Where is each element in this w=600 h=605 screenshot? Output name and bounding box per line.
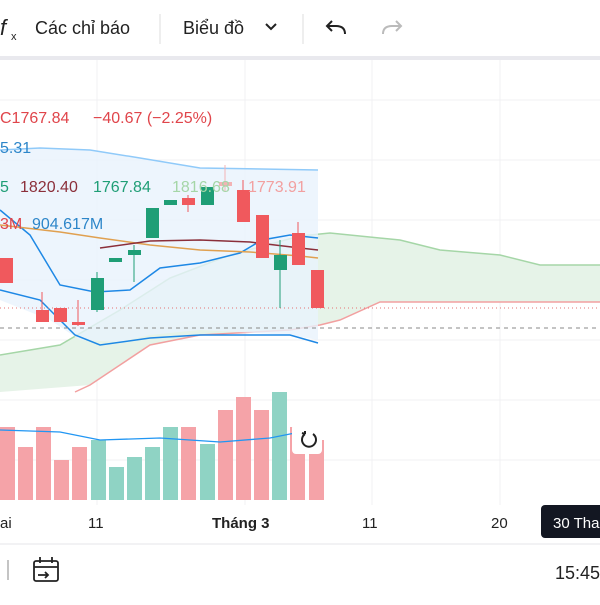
- x-label: Tháng 3: [212, 515, 270, 532]
- lower-band: [0, 289, 319, 346]
- indicators-button[interactable]: Các chỉ báo: [35, 18, 130, 38]
- fx-icon-sub: x: [11, 31, 17, 43]
- date-range-icon-detail: [34, 557, 58, 579]
- undo-button[interactable]: [325, 20, 346, 35]
- time: 15:45: [555, 563, 600, 583]
- x-label: ai: [0, 515, 12, 532]
- x-cursor-box: [541, 505, 600, 538]
- footer: 15:45: [7, 557, 600, 583]
- x-label: 11: [88, 515, 104, 532]
- legend-vol2: 904.617M: [32, 216, 103, 233]
- redo-button[interactable]: [382, 20, 403, 35]
- legend: C1767.84 −40.67 (−2.25%) 5.31 5 1820.40 …: [0, 110, 306, 233]
- middle-band: [0, 209, 319, 293]
- fx-icon[interactable]: f: [0, 15, 9, 40]
- legend-ind3: 1767.84: [93, 179, 151, 196]
- legend-ind2: 1820.40: [20, 179, 78, 196]
- x-label: 20: [491, 515, 508, 532]
- volume-ma: [0, 429, 311, 443]
- date-range-icon[interactable]: [33, 560, 59, 582]
- separator: [0, 56, 600, 60]
- legend-ind1: 5: [0, 179, 9, 196]
- legend-ind4: 1816.68: [172, 179, 230, 196]
- legend-close: C1767.84: [0, 110, 69, 127]
- legend-line2: 5.31: [0, 140, 31, 157]
- volume-bars: [0, 392, 324, 500]
- x-axis: ai 11 Tháng 3 11 20 30 Tha: [0, 505, 600, 538]
- reset-icon: [301, 431, 317, 448]
- legend-vol1: 3M: [0, 216, 22, 233]
- x-cursor-label: 30 Tha: [553, 515, 600, 532]
- dropdown-icon: [265, 23, 277, 31]
- upper-band: [0, 147, 319, 171]
- reset-button[interactable]: [292, 424, 322, 454]
- candles: [0, 165, 324, 326]
- legend-change: −40.67 (−2.25%): [93, 110, 212, 127]
- ma-line: [0, 224, 319, 259]
- legend-ind5: 1773.91: [248, 179, 306, 196]
- toolbar: f x Các chỉ báo Biểu đồ: [0, 14, 403, 44]
- chart-button[interactable]: Biểu đồ: [183, 18, 244, 38]
- x-label: 11: [362, 515, 378, 532]
